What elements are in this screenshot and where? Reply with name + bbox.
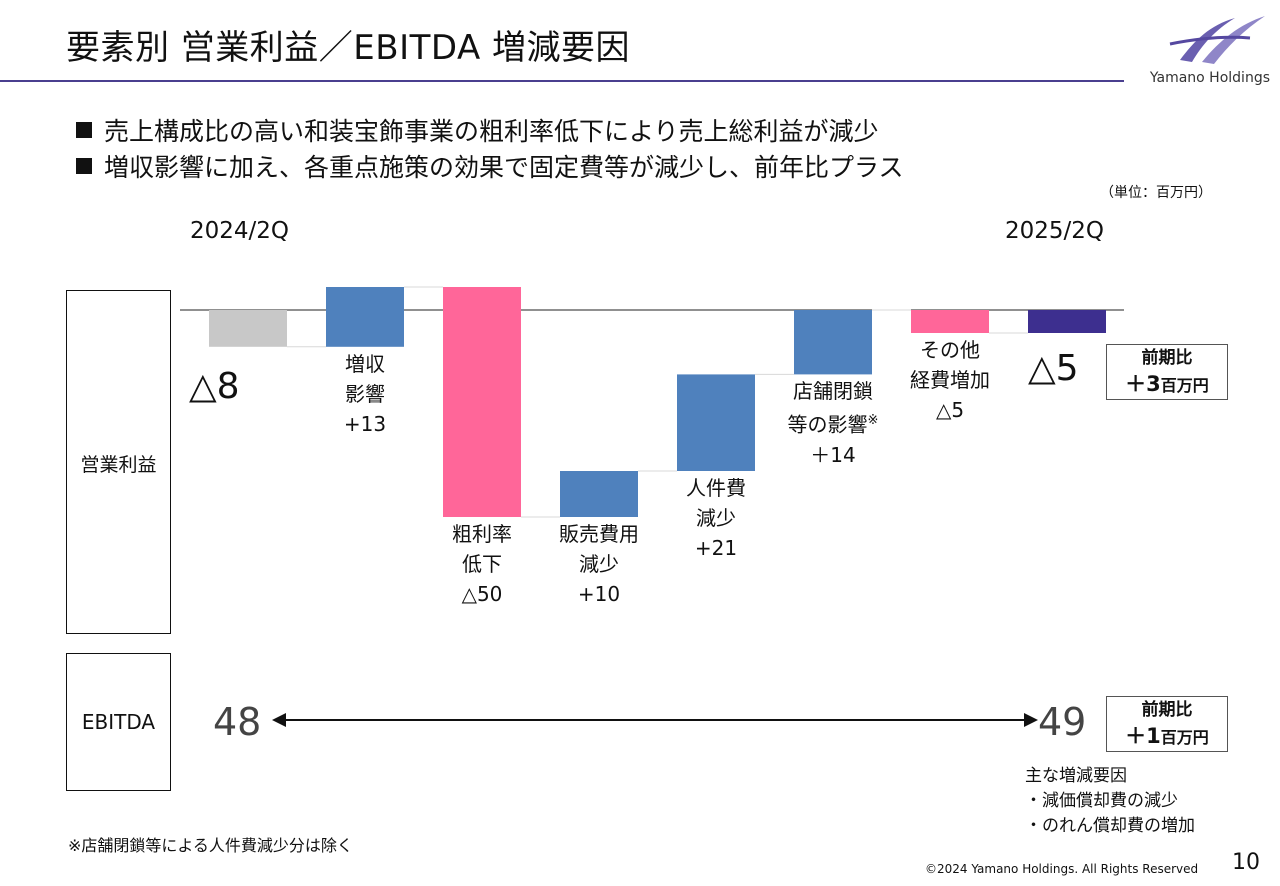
logo-text: Yamano Holdings xyxy=(1149,70,1270,86)
period-end: 2025/2Q xyxy=(1005,218,1105,244)
bullet-square-icon xyxy=(76,158,92,174)
step-5-label-text: 等の影響※ xyxy=(787,413,879,438)
step-1-label-text: 増収 xyxy=(345,351,385,376)
ebitda-yoy-unit: 百万円 xyxy=(1160,728,1209,747)
bullet-2-text: 増収影響に加え、各重点施策の効果で固定費等が減少し、前年比プラス xyxy=(104,153,904,182)
step-3-label-text: 販売費用 xyxy=(559,522,639,546)
page-title: 要素別 営業利益／EBITDA 増減要因 xyxy=(66,28,631,68)
note-mark: ※ xyxy=(867,413,879,429)
ebitda-factor-2: ・のれん償却費の増加 xyxy=(1025,816,1195,836)
yoy-label: 前期比 xyxy=(1141,348,1193,368)
step-5-label-text: 店舗閉鎖 xyxy=(793,379,873,404)
ebitda-factors-title: 主な増減要因 xyxy=(1025,766,1127,786)
step-5-label: 店舗閉鎖等の影響※ ＋14 xyxy=(768,376,898,470)
step-6-label-text: その他 xyxy=(920,338,980,362)
start-value-label-text: △8 xyxy=(189,366,240,407)
yoy-value: ＋3 xyxy=(1125,372,1161,396)
start-value-label: △8 xyxy=(189,366,307,407)
step-5-value: ＋14 xyxy=(810,443,856,468)
yoy-unit: 百万円 xyxy=(1160,376,1209,395)
bar-end xyxy=(1028,310,1106,333)
step-6-label: その他経費増加 △5 xyxy=(885,335,1015,425)
operating-profit-row-box xyxy=(66,290,171,634)
end-value-label: △5 xyxy=(1028,348,1116,389)
bar-step-1 xyxy=(326,287,404,347)
bar-step-3 xyxy=(560,471,638,517)
ebitda-label: EBITDA xyxy=(81,710,156,734)
ebitda-end-value: 49 xyxy=(1038,700,1087,744)
bar-step-6 xyxy=(911,310,989,333)
operating-profit-yoy-box: 前期比 ＋3百万円 xyxy=(1106,344,1228,400)
end-value-label-text: △5 xyxy=(1028,348,1079,389)
step-1-label-text: 影響 xyxy=(345,381,385,406)
ebitda-start-value: 48 xyxy=(213,700,262,744)
bullet-1: 売上構成比の高い和装宝飾事業の粗利率低下により売上総利益が減少 xyxy=(76,112,879,148)
step-2-value: △50 xyxy=(461,582,503,606)
step-2-label-text: 低下 xyxy=(462,552,502,576)
step-6-value: △5 xyxy=(935,398,965,422)
step-4-label: 人件費減少 +21 xyxy=(651,473,781,563)
bar-start xyxy=(209,310,287,347)
step-4-value: +21 xyxy=(694,536,738,560)
bar-step-5 xyxy=(794,310,872,375)
step-1-label: 増収影響 +13 xyxy=(300,349,430,439)
logo-mark-icon xyxy=(1169,16,1265,64)
bullet-1-text: 売上構成比の高い和装宝飾事業の粗利率低下により売上総利益が減少 xyxy=(104,117,879,146)
step-3-label: 販売費用減少 +10 xyxy=(534,519,664,609)
ebitda-row-box xyxy=(66,653,171,791)
page-number: 10 xyxy=(1232,850,1260,875)
title-divider xyxy=(0,80,1124,82)
unit-note: （単位：百万円） xyxy=(1100,185,1212,201)
bullet-square-icon xyxy=(76,122,92,138)
bullet-2: 増収影響に加え、各重点施策の効果で固定費等が減少し、前年比プラス xyxy=(76,148,904,184)
step-1-value: +13 xyxy=(343,411,387,436)
step-4-label-text: 人件費 xyxy=(686,476,746,500)
ebitda-yoy-box: 前期比 ＋1百万円 xyxy=(1106,696,1228,752)
ebitda-yoy-value: ＋1 xyxy=(1125,724,1161,748)
company-logo: Yamano Holdings xyxy=(1140,10,1270,90)
bar-step-4 xyxy=(677,374,755,471)
step-3-value: +10 xyxy=(577,582,621,606)
bar-step-2 xyxy=(443,287,521,517)
ebitda-factor-1: ・減価償却費の減少 xyxy=(1025,791,1178,811)
step-3-label-text: 減少 xyxy=(579,552,619,576)
step-2-label-text: 粗利率 xyxy=(452,522,512,546)
ebitda-factors: 主な増減要因 ・減価償却費の減少 ・のれん償却費の増加 xyxy=(1025,764,1195,839)
operating-profit-label: 営業利益 xyxy=(80,454,157,476)
ebitda-double-arrow-icon xyxy=(272,713,1038,727)
step-4-label-text: 減少 xyxy=(696,506,736,530)
step-6-label-text: 経費増加 xyxy=(910,368,990,392)
ebitda-yoy-label: 前期比 xyxy=(1141,700,1193,720)
period-start: 2024/2Q xyxy=(190,218,290,244)
copyright: ©2024 Yamano Holdings. All Rights Reserv… xyxy=(925,862,1199,876)
step-2-label: 粗利率低下 △50 xyxy=(417,519,547,609)
footnote: ※店舗閉鎖等による人件費減少分は除く xyxy=(68,836,353,855)
